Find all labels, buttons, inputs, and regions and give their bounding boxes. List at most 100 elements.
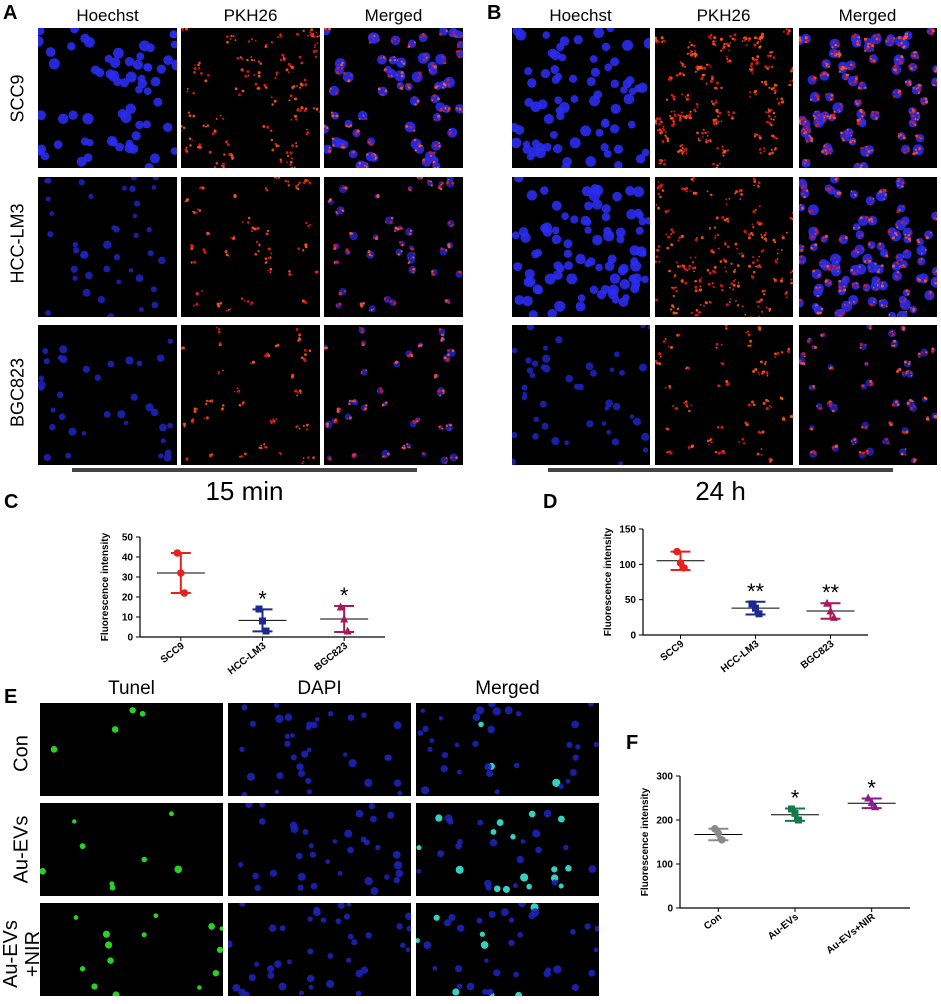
data-point — [715, 829, 723, 837]
panel-b-time-label: 24 h — [548, 476, 893, 507]
panel-e-row-au-evs-nir: Au-EVs +NIR — [0, 904, 44, 1004]
micrograph-a-scc9-hoechst — [38, 28, 177, 168]
y-tick-label: 100 — [656, 860, 673, 871]
x-tick-label: Au-EVs+NIR — [825, 911, 879, 956]
panel-e-col-tunel: Tunel — [40, 678, 223, 700]
y-tick-label: 0 — [667, 904, 673, 915]
micrograph-a-hcc-merged — [324, 177, 463, 317]
y-tick-label: 50 — [625, 595, 637, 606]
data-point — [174, 549, 182, 557]
significance-mark: * — [258, 586, 267, 611]
micrograph-b-scc9-merged — [799, 28, 937, 168]
panel-letter-b: B — [487, 2, 501, 25]
data-point — [795, 817, 802, 824]
micrograph-e-con-tunel — [40, 703, 223, 796]
micrograph-e-nir-tunel — [40, 903, 223, 996]
panel-b-time-bar — [548, 468, 893, 472]
panel-a-time-label: 15 min — [72, 476, 417, 507]
panel-e-row-au-evs: Au-EVs — [11, 800, 34, 900]
panel-a-time-bar — [72, 468, 417, 472]
panel-a-col-merged: Merged — [326, 6, 461, 26]
data-point — [827, 606, 835, 614]
panel-a-row-hcc-lm3: HCC-LM3 — [8, 194, 29, 294]
micrograph-e-con-dapi — [228, 703, 411, 796]
micrograph-e-au-merged — [416, 803, 599, 896]
micrograph-e-au-tunel — [40, 803, 223, 896]
data-point — [263, 628, 270, 635]
data-point — [756, 610, 763, 617]
chart-f: 0 100 200 300 Fluorescence intensity Con Au-EV… — [622, 758, 922, 978]
panel-b-col-hoechst: Hoechst — [512, 6, 649, 26]
data-point — [680, 564, 688, 572]
panel-letter-e: E — [4, 686, 17, 709]
y-tick-label: 200 — [656, 816, 673, 827]
y-tick-label: 300 — [656, 772, 673, 783]
panel-e-col-merged: Merged — [416, 678, 599, 700]
y-tick-label: 0 — [127, 633, 133, 644]
x-tick-label: SCC9 — [659, 638, 687, 663]
micrograph-e-nir-dapi — [228, 903, 411, 996]
y-tick-label: 10 — [122, 613, 134, 624]
x-tick-label: HCC-LM3 — [226, 640, 269, 677]
significance-mark: * — [340, 583, 349, 608]
panel-b-col-pkh26: PKH26 — [655, 6, 792, 26]
data-point — [177, 569, 185, 577]
data-point — [181, 589, 189, 597]
y-tick-label: 0 — [630, 631, 636, 642]
x-tick-label: BGC823 — [799, 638, 837, 671]
micrograph-e-au-dapi — [228, 803, 411, 896]
micrograph-a-bgc-hoechst — [38, 325, 177, 465]
panel-a-col-pkh26: PKH26 — [183, 6, 318, 26]
x-tick-label: Con — [702, 912, 724, 933]
micrograph-b-scc9-pkh26 — [655, 28, 793, 168]
micrograph-b-scc9-hoechst — [512, 28, 650, 168]
micrograph-a-hcc-pkh26 — [181, 177, 320, 317]
chart-svg: 0 100 200 300 Fluorescence intensity Con Au-EV… — [622, 758, 922, 978]
data-point — [673, 548, 681, 556]
panel-b-col-merged: Merged — [799, 6, 936, 26]
panel-letter-d: D — [543, 491, 557, 514]
x-tick-label: SCC9 — [159, 640, 187, 665]
micrograph-a-scc9-pkh26 — [181, 28, 320, 168]
panel-a-row-bgc823: BGC823 — [8, 343, 29, 443]
micrograph-e-nir-merged — [416, 903, 599, 996]
y-axis-label: Fluorescence intensity — [603, 527, 614, 636]
y-tick-label: 50 — [122, 533, 134, 544]
data-point — [718, 836, 726, 844]
panel-e-col-dapi: DAPI — [228, 678, 411, 700]
panel-a-col-hoechst: Hoechst — [40, 6, 175, 26]
x-tick-label: HCC-LM3 — [719, 638, 762, 675]
micrograph-b-hcc-hoechst — [512, 177, 650, 317]
y-tick-label: 40 — [122, 553, 134, 564]
significance-mark: * — [791, 786, 800, 811]
panel-e-row-con: Con — [11, 714, 34, 794]
micrograph-a-scc9-merged — [324, 28, 463, 168]
significance-mark: ** — [822, 580, 840, 605]
y-tick-label: 20 — [122, 593, 134, 604]
y-tick-label: 100 — [619, 560, 636, 571]
panel-letter-c: C — [4, 491, 18, 514]
micrograph-a-hcc-hoechst — [38, 177, 177, 317]
micrograph-b-hcc-pkh26 — [655, 177, 793, 317]
micrograph-b-bgc-merged — [799, 325, 937, 465]
y-tick-label: 150 — [619, 525, 636, 536]
significance-mark: * — [867, 775, 876, 800]
x-tick-label: Au-EVs — [766, 911, 801, 942]
micrograph-b-hcc-merged — [799, 177, 937, 317]
micrograph-b-bgc-hoechst — [512, 325, 650, 465]
x-tick-label: BGC823 — [313, 640, 351, 673]
micrograph-a-bgc-pkh26 — [181, 325, 320, 465]
panel-a-row-scc9: SCC9 — [8, 59, 29, 139]
y-tick-label: 30 — [122, 573, 134, 584]
panel-letter-a: A — [3, 2, 17, 25]
micrograph-b-bgc-pkh26 — [655, 325, 793, 465]
significance-mark: ** — [747, 579, 765, 604]
data-point — [792, 810, 799, 817]
y-axis-label: Fluorescence intensity — [640, 787, 651, 896]
y-axis-label: Fluorescence intensity — [100, 532, 111, 641]
panel-letter-f: F — [626, 732, 638, 755]
